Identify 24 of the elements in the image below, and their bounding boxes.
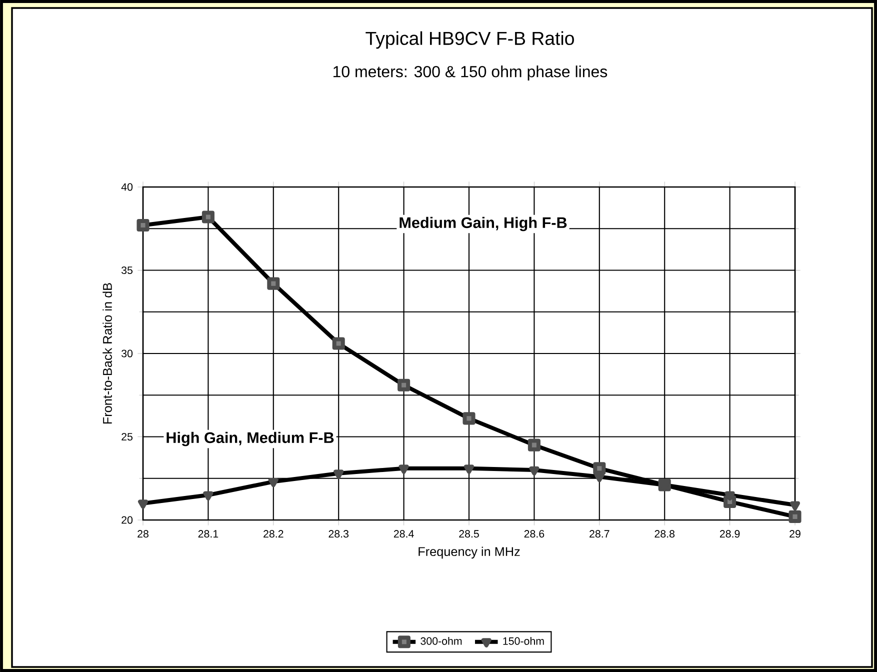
x-tick-label: 28.5: [459, 530, 479, 538]
y-tick-label: 35: [121, 266, 133, 274]
x-tick-label: 28.9: [720, 530, 740, 538]
y-tick-label: 40: [121, 183, 133, 191]
x-tick-label: 28.3: [328, 530, 349, 538]
annotation: High Gain, Medium F-B: [166, 432, 334, 446]
y-axis-title: Front-to-Back Ratio in dB: [102, 283, 112, 424]
x-tick-label: 28.7: [590, 530, 610, 538]
y-tick-label: 30: [121, 350, 133, 358]
x-tick-label: 28.4: [394, 530, 414, 538]
x-tick-label: 28.8: [654, 530, 675, 538]
x-axis-title: Frequency in MHz: [418, 546, 520, 559]
x-tick-label: 28.6: [524, 530, 544, 538]
y-tick-label: 20: [122, 516, 133, 524]
x-tick-label: 28.1: [198, 530, 218, 538]
chart-subtitle: 10 meters: 300 & 150 ohm phase lines: [334, 66, 608, 80]
legend-label: 300-ohm: [420, 637, 462, 645]
legend-label: 150-ohm: [503, 637, 544, 645]
x-tick-label: 28.2: [264, 530, 284, 538]
annotation: Medium Gain, High F-B: [400, 216, 567, 232]
x-tick-label: 29: [790, 530, 800, 538]
y-tick-label: 25: [122, 432, 133, 441]
x-tick-label: 28: [138, 530, 148, 538]
chart-title: Typical HB9CV F-B Ratio: [366, 31, 574, 49]
